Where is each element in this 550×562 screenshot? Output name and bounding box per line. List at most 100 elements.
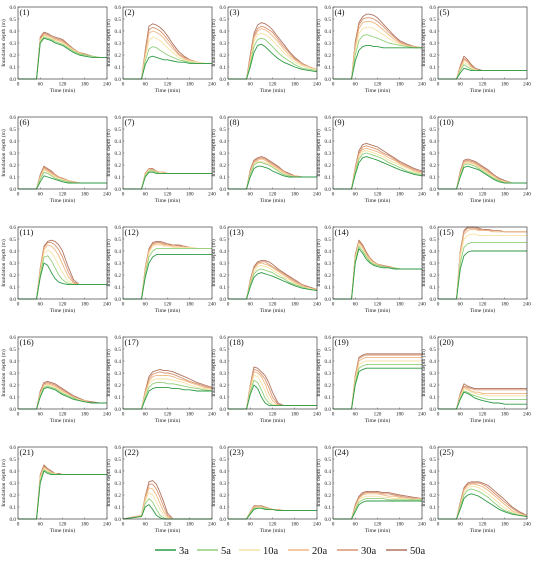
panel-title: (14): [335, 227, 349, 237]
y-tick-label: 0.0: [430, 77, 437, 83]
y-tick-label: 0.1: [10, 395, 17, 401]
x-tick-label: 60: [143, 192, 149, 198]
legend: 3a 5a 10a 20a 30a 50a: [155, 546, 426, 557]
y-tick-label: 0.2: [430, 273, 437, 279]
y-tick-label: 0.0: [430, 297, 437, 303]
y-tick-label: 0.1: [430, 395, 437, 401]
y-tick-label: 0.5: [10, 347, 17, 353]
x-axis-label: Time (min): [470, 527, 496, 534]
series-line-3a: [123, 386, 212, 410]
series-line-50a: [123, 368, 213, 410]
y-tick-label: 0.2: [10, 53, 17, 59]
panel-title: (21): [20, 447, 34, 457]
series-line-10a: [123, 169, 212, 190]
y-tick-label: 0.6: [115, 445, 122, 451]
y-axis-label: Inundation depth (m): [315, 459, 322, 507]
y-tick-label: 0.0: [115, 187, 122, 193]
x-tick-label: 60: [38, 192, 44, 198]
series-line-20a: [438, 483, 528, 520]
series-line-3a: [333, 156, 423, 190]
series-line-3a: [18, 470, 107, 520]
x-tick-label: 180: [396, 412, 404, 418]
panel-title: (2): [125, 7, 135, 17]
series-line-10a: [123, 244, 212, 300]
y-tick-label: 0.0: [10, 77, 17, 83]
y-tick-label: 0.4: [220, 29, 227, 35]
y-tick-label: 0.4: [325, 359, 332, 365]
x-tick-label: 0: [227, 82, 230, 88]
legend-label-10a: 10a: [263, 546, 279, 557]
y-tick-label: 0.5: [220, 127, 227, 133]
y-tick-label: 0.5: [115, 457, 122, 463]
series-line-10a: [438, 388, 527, 410]
x-tick-label: 0: [122, 522, 125, 528]
y-tick-label: 0.4: [220, 359, 227, 365]
y-tick-label: 0.4: [115, 469, 122, 475]
y-tick-label: 0.0: [220, 407, 227, 413]
x-tick-label: 0: [437, 412, 440, 418]
x-tick-label: 240: [208, 522, 216, 528]
x-axis-label: Time (min): [155, 197, 181, 204]
x-tick-label: 60: [353, 302, 359, 308]
series-line-50a: [438, 158, 527, 190]
series-line-5a: [123, 248, 212, 300]
x-tick-label: 180: [501, 192, 509, 198]
panel-7: Inundation depth (m) 0.0 0.1 0.2 0.3 0.4 0.5 0.…: [105, 115, 216, 204]
y-tick-label: 0.4: [10, 469, 17, 475]
panel-6: Inundation depth (m) 0.0 0.1 0.2 0.3 0.4 0.5 0.…: [0, 115, 111, 204]
panel-14: Inundation depth (m) 0.0 0.1 0.2 0.3 0.4 0.5 0.…: [315, 225, 426, 314]
x-tick-label: 0: [122, 82, 125, 88]
y-tick-label: 0.5: [220, 457, 227, 463]
y-tick-label: 0.5: [325, 457, 332, 463]
y-tick-label: 0.3: [115, 41, 122, 47]
y-tick-label: 0.2: [430, 163, 437, 169]
y-tick-label: 0.2: [220, 163, 227, 169]
series-line-3a: [18, 175, 107, 190]
y-tick-label: 0.2: [325, 53, 332, 59]
y-tick-label: 0.0: [10, 517, 17, 523]
series-line-20a: [228, 506, 317, 520]
x-tick-label: 120: [164, 192, 172, 198]
series-line-3a: [333, 367, 422, 410]
x-axis-label: Time (min): [260, 527, 286, 534]
y-tick-label: 0.3: [10, 481, 17, 487]
series-line-3a: [228, 384, 317, 410]
x-tick-label: 240: [523, 82, 531, 88]
panel-19: Inundation depth (m) 0.0 0.1 0.2 0.3 0.4 0.5 0.…: [315, 335, 426, 424]
x-tick-label: 0: [437, 522, 440, 528]
series-line-50a: [333, 353, 422, 410]
panel-title: (7): [125, 117, 135, 127]
y-tick-label: 0.2: [115, 273, 122, 279]
y-tick-label: 0.6: [220, 225, 227, 231]
y-tick-label: 0.6: [430, 445, 437, 451]
y-tick-label: 0.4: [220, 139, 227, 145]
y-tick-label: 0.5: [115, 17, 122, 23]
y-tick-label: 0.1: [220, 395, 227, 401]
plot-frame: [332, 226, 423, 300]
x-tick-label: 0: [122, 412, 125, 418]
series-line-30a: [122, 483, 212, 520]
x-tick-label: 60: [248, 522, 254, 528]
series-line-5a: [438, 64, 527, 80]
series-line-20a: [438, 386, 527, 410]
y-tick-label: 0.2: [10, 493, 17, 499]
series-line-5a: [18, 469, 107, 520]
y-tick-label: 0.1: [325, 285, 332, 291]
series-line-10a: [123, 378, 213, 410]
x-tick-label: 240: [418, 302, 426, 308]
y-tick-label: 0.4: [325, 469, 332, 475]
y-tick-label: 0.0: [325, 187, 332, 193]
x-tick-label: 120: [269, 522, 277, 528]
x-axis-label: Time (min): [50, 197, 76, 204]
legend-label-50a: 50a: [410, 546, 426, 557]
x-tick-label: 180: [396, 302, 404, 308]
y-tick-label: 0.3: [220, 41, 227, 47]
y-axis-label: Inundation depth (m): [420, 349, 427, 397]
series-line-50a: [18, 165, 107, 190]
y-tick-label: 0.3: [10, 151, 17, 157]
panel-4: Inundation depth (m) 0.0 0.1 0.2 0.3 0.4 0.5 0.…: [315, 5, 426, 94]
x-tick-label: 120: [59, 192, 67, 198]
plot-frame: [332, 116, 423, 190]
series-line-10a: [123, 36, 212, 80]
